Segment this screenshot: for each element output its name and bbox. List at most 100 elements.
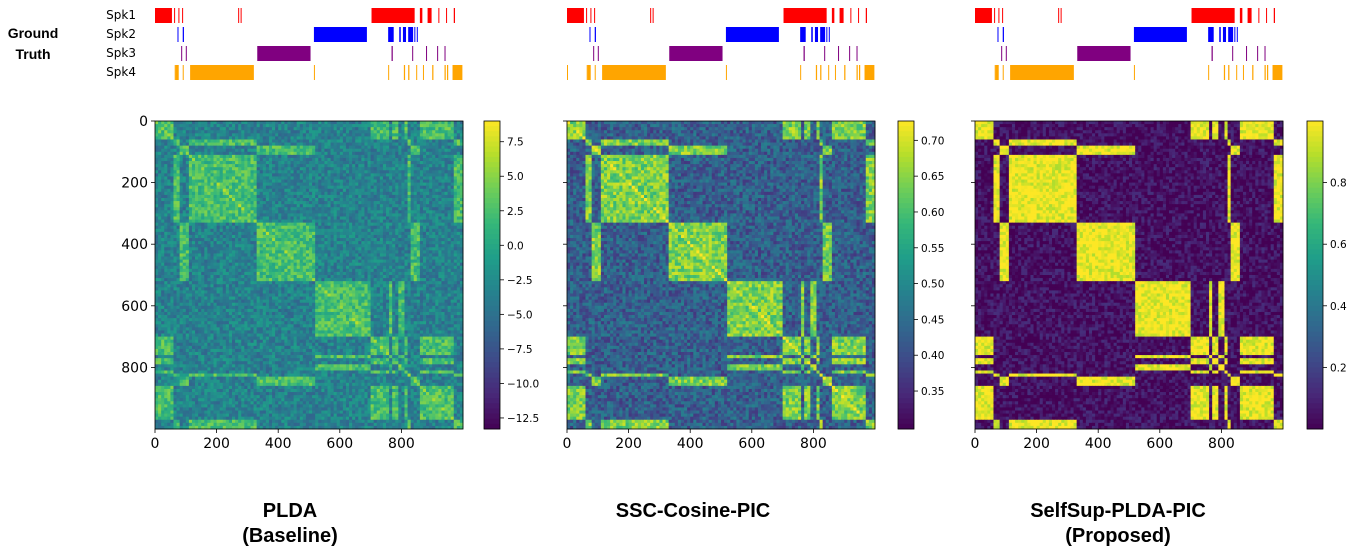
heatmap-cell [379, 247, 384, 251]
heatmap-cell [459, 222, 464, 227]
heatmap-cell [158, 271, 162, 276]
heatmap-cell [342, 124, 347, 128]
heatmap-cell [324, 210, 328, 214]
heatmap-cell [339, 231, 344, 236]
heatmap-cell [324, 164, 328, 168]
heatmap-cell [299, 170, 304, 174]
heatmap-cell [333, 157, 338, 162]
heatmap-cell [426, 142, 430, 147]
heatmap-cell [398, 228, 402, 233]
heatmap-cell [201, 170, 205, 174]
heatmap-cell [302, 198, 307, 202]
heatmap-cell [413, 157, 418, 162]
heatmap-cell [404, 154, 408, 159]
heatmap-cell [413, 259, 418, 264]
heatmap-cell [339, 253, 344, 257]
heatmap-cell [213, 157, 217, 162]
heatmap-cell [210, 154, 214, 159]
heatmap-cell [155, 136, 159, 140]
heatmap-cell [207, 219, 211, 224]
heatmap-cell [330, 124, 335, 128]
heatmap-cell [241, 173, 245, 177]
heatmap-cell [345, 247, 350, 251]
heatmap-cell [299, 142, 304, 147]
heatmap-cell [410, 231, 415, 236]
heatmap-cell [441, 154, 445, 159]
heatmap-cell [253, 250, 258, 254]
heatmap-cell [309, 241, 313, 245]
heatmap-cell [386, 124, 390, 128]
heatmap-cell [207, 154, 211, 159]
heatmap-cell [182, 194, 187, 199]
heatmap-cell [155, 176, 159, 180]
heatmap-cell [364, 265, 368, 270]
heatmap-cell [342, 228, 347, 233]
ground-truth-segment [391, 46, 393, 61]
heatmap-cell [216, 121, 221, 125]
heatmap-cell [426, 191, 430, 196]
heatmap-cell [176, 133, 181, 137]
heatmap-cell [426, 185, 430, 190]
heatmap-cell [179, 188, 184, 193]
heatmap-cell [392, 222, 396, 227]
heatmap-cell [352, 234, 356, 239]
heatmap-cell [386, 136, 390, 140]
heatmap-cell [438, 142, 442, 147]
heatmap-cell [247, 139, 251, 143]
heatmap-cell [407, 265, 412, 270]
heatmap-cell [376, 238, 381, 242]
heatmap-cell [327, 219, 331, 224]
heatmap-cell [161, 167, 165, 171]
heatmap-cell [379, 154, 384, 159]
heatmap-cell [352, 191, 356, 196]
heatmap-cell [241, 204, 245, 208]
heatmap-cell [450, 179, 455, 183]
heatmap-cell [456, 157, 461, 162]
heatmap-cell [339, 191, 344, 196]
heatmap-cell [244, 127, 248, 131]
heatmap-cell [422, 201, 427, 205]
heatmap-cell [352, 139, 356, 143]
heatmap-cell [296, 228, 301, 233]
heatmap-cell [327, 176, 331, 180]
heatmap-cell [426, 124, 430, 128]
heatmap-cell [438, 136, 442, 140]
heatmap-cell [247, 164, 251, 168]
heatmap-cell [216, 157, 221, 162]
heatmap-cell [426, 225, 430, 230]
heatmap-cell [453, 194, 458, 199]
heatmap-cell [176, 136, 181, 140]
heatmap-cell [281, 262, 285, 267]
heatmap-cell [161, 247, 165, 251]
heatmap-cell [232, 198, 236, 202]
heatmap-cell [382, 164, 387, 168]
heatmap-cell [219, 259, 224, 264]
heatmap-cell [176, 201, 181, 205]
heatmap-cell [213, 142, 217, 147]
heatmap-cell [324, 124, 328, 128]
heatmap-cell [407, 262, 412, 267]
heatmap-cell [222, 151, 227, 156]
heatmap-cell [195, 222, 199, 227]
heatmap-cell [450, 136, 455, 140]
heatmap-cell [204, 130, 208, 134]
heatmap-cell [302, 238, 307, 242]
heatmap-cell [315, 198, 319, 202]
heatmap-cell [456, 191, 461, 196]
heatmap-cell [213, 161, 217, 165]
heatmap-cell [312, 238, 316, 242]
heatmap-cell [201, 191, 205, 196]
heatmap-cell [287, 185, 291, 190]
heatmap-cell [262, 154, 267, 159]
heatmap-cell [225, 238, 230, 242]
heatmap-cell [339, 194, 344, 199]
heatmap-cell [275, 161, 279, 165]
heatmap-cell [272, 259, 276, 264]
heatmap-cell [339, 247, 344, 251]
heatmap-cell [244, 234, 248, 239]
heatmap-cell [158, 244, 162, 248]
heatmap-cell [219, 161, 224, 165]
heatmap-cell [376, 225, 381, 230]
heatmap-cell [392, 228, 396, 233]
heatmap-cell [426, 265, 430, 270]
